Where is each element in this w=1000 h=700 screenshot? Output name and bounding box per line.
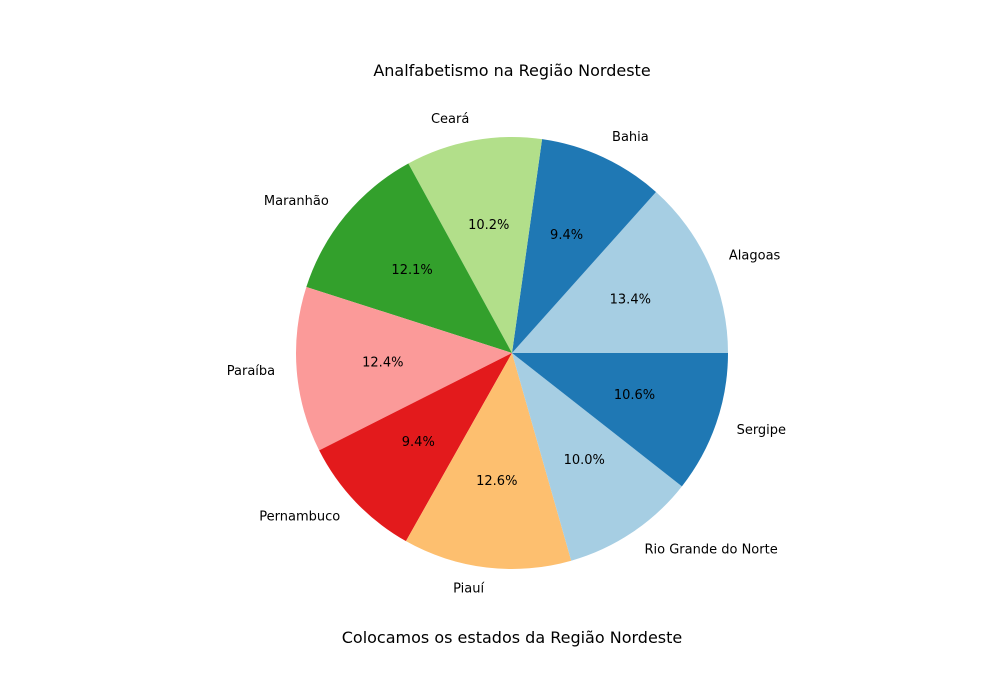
pie-category-label: Paraíba [227,364,275,379]
pie-category-label: Maranhão [264,194,329,209]
pie-percent-label: 10.0% [564,453,605,468]
pie-percent-label: 9.4% [402,435,435,450]
chart-xlabel: Colocamos os estados da Região Nordeste [342,628,683,647]
chart-title: Analfabetismo na Região Nordeste [373,61,650,80]
pie-slice-rio-grande-do-norte [512,353,682,561]
pie-percent-label: 13.4% [610,293,651,308]
pie-percent-label: 12.6% [476,474,517,489]
pie-category-label: Sergipe [737,423,786,438]
pie-slice-bahia [512,139,656,353]
pie-category-label: Rio Grande do Norte [645,543,778,558]
pie-category-label: Pernambuco [259,510,340,525]
pie-percent-label: 10.6% [614,388,655,403]
pie-slices [296,137,729,570]
pie-slice-alagoas [512,191,729,353]
pie-slice-maranhao [306,163,512,353]
pie-percent-label: 12.4% [362,356,403,371]
pie-slice-pernambuco [319,353,512,542]
pie-category-label: Bahia [612,130,649,145]
pie-slice-ceara [408,137,543,353]
pie-labels: 13.4% Alagoas 9.4% Bahia 10.2% Ceará 12.1% Mara… [227,112,786,597]
pie-category-label: Piauí [453,581,484,596]
pie-percent-label: 12.1% [391,263,432,278]
pie-slice-piaui [405,353,572,570]
pie-percent-label: 9.4% [550,228,583,243]
pie-category-label: Ceará [431,112,469,127]
pie-slice-sergipe [512,353,728,487]
pie-category-label: Alagoas [729,248,781,263]
pie-slice-paraiba [296,286,512,451]
pie-percent-label: 10.2% [468,218,509,233]
